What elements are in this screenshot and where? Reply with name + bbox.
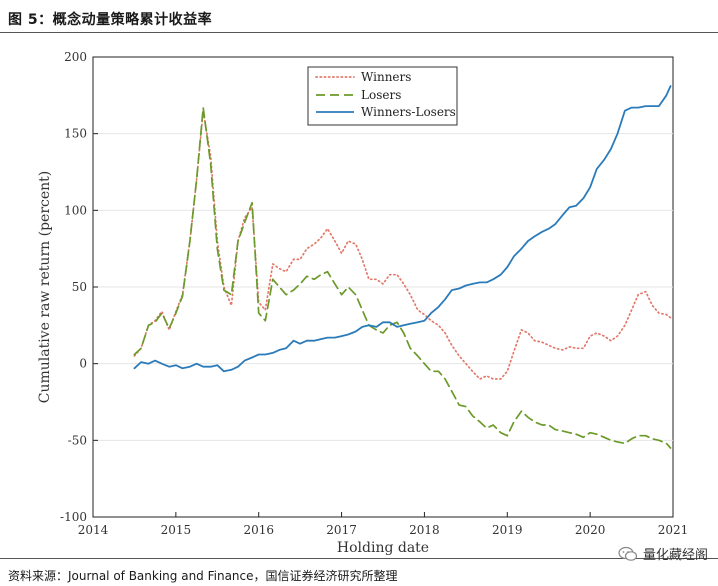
y-tick-label: -50 <box>68 433 87 447</box>
y-tick-label: -100 <box>60 510 87 524</box>
series-line-losers <box>133 106 672 449</box>
figure-title: 图 5：概念动量策略累计收益率 <box>8 12 213 28</box>
x-tick-label: 2015 <box>161 523 192 537</box>
legend: Winners Losers Winners-Losers <box>307 66 458 126</box>
series-lines <box>133 85 672 449</box>
series-line-winners-losers <box>133 85 672 373</box>
x-tick-label: 2021 <box>658 523 689 537</box>
figure-header: 图 5：概念动量策略累计收益率 <box>0 0 718 40</box>
title-divider <box>0 32 718 33</box>
legend-label-winners: Winners <box>361 70 411 84</box>
footer-divider <box>0 558 718 559</box>
y-tick-label: 150 <box>64 127 87 141</box>
figure-footer: 资料来源：Journal of Banking and Finance，国信证券… <box>0 546 718 586</box>
x-tick-label: 2017 <box>326 523 357 537</box>
y-tick-label: 0 <box>79 357 87 371</box>
x-tick-label: 2019 <box>492 523 523 537</box>
x-tick-label: 2014 <box>78 523 109 537</box>
x-axis-ticks: 2014 2015 2016 2017 2018 2019 2020 2021 <box>78 512 689 537</box>
watermark-label: 量化藏经阁 <box>642 548 708 563</box>
cumulative-return-chart: 2014 2015 2016 2017 2018 2019 2020 2021 -100 -50… <box>37 50 689 556</box>
x-tick-label: 2016 <box>243 523 274 537</box>
x-axis-label: Holding date <box>337 540 429 556</box>
y-tick-label: 50 <box>72 280 87 294</box>
y-axis-label: Cumulative raw return (percent) <box>37 171 53 403</box>
x-tick-label: 2020 <box>575 523 606 537</box>
legend-label-winners-losers: Winners-Losers <box>361 105 456 119</box>
gridlines <box>93 133 673 441</box>
y-axis-ticks: -100 -50 0 50 100 150 200 <box>60 50 98 524</box>
source-note: 资料来源：Journal of Banking and Finance，国信证券… <box>8 569 398 583</box>
series-line-winners <box>133 109 672 380</box>
watermark: 量化藏经阁 <box>618 544 708 563</box>
y-tick-label: 100 <box>64 203 87 217</box>
legend-label-losers: Losers <box>361 88 401 102</box>
x-tick-label: 2018 <box>409 523 440 537</box>
y-tick-label: 200 <box>64 50 87 64</box>
wechat-icon <box>618 546 638 561</box>
